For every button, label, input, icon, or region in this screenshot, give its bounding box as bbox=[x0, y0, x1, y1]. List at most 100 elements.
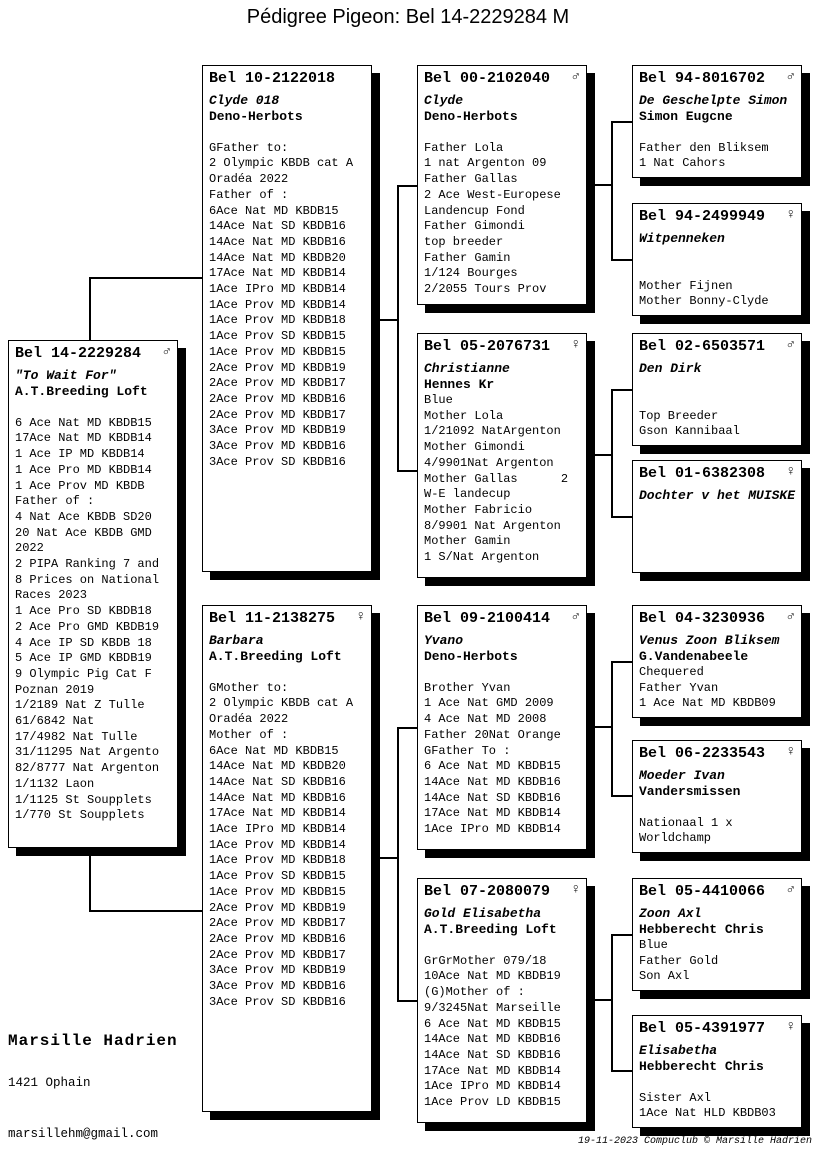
connector-line bbox=[611, 121, 613, 261]
pigeon-details: Sister Axl 1Ace Nat HLD KBDB03 bbox=[639, 1090, 776, 1121]
ring-number: Bel 05-2076731 bbox=[424, 338, 551, 355]
connector-line bbox=[611, 389, 613, 518]
pedigree-box-great-grandfather-mm: Bel 05-4410066 ♂ Zoon Axl Hebberecht Chri… bbox=[632, 878, 802, 991]
pigeon-name: Yvano bbox=[424, 633, 464, 648]
pigeon-details: GMother to: 2 Olympic KBDB cat A Oradéa … bbox=[209, 680, 354, 1009]
male-symbol-icon: ♂ bbox=[162, 344, 171, 360]
pigeon-name: Barbara bbox=[209, 633, 264, 648]
connector-line bbox=[397, 727, 417, 729]
connector-line bbox=[397, 185, 399, 472]
ring-number: Bel 05-4391977 bbox=[639, 1020, 766, 1037]
connector-line bbox=[595, 726, 613, 728]
pigeon-name: Gold Elisabetha bbox=[424, 906, 542, 921]
connector-line bbox=[380, 319, 398, 321]
connector-line bbox=[611, 516, 632, 518]
connector-line bbox=[611, 259, 632, 261]
connector-line bbox=[89, 910, 202, 912]
connector-line bbox=[380, 857, 398, 859]
ring-number: Bel 11-2138275 bbox=[209, 610, 336, 627]
footer-credit: 19-11-2023 Compuclub © Marsille Hadrien bbox=[577, 1136, 812, 1147]
connector-line bbox=[397, 185, 417, 187]
pigeon-details: Brother Yvan 1 Ace Nat GMD 2009 4 Ace Na… bbox=[424, 680, 561, 837]
pedigree-box-father: Bel 10-2122018 Clyde 018 Deno-Herbots GF… bbox=[202, 65, 372, 572]
loft-name: A.T.Breeding Loft bbox=[15, 384, 148, 399]
pigeon-name: Venus Zoon Bliksem bbox=[639, 633, 780, 648]
pigeon-name: De Geschelpte Simon bbox=[639, 93, 788, 108]
female-symbol-icon: ♀ bbox=[786, 1019, 795, 1035]
pedigree-box-grandmother-maternal: Bel 07-2080079 ♀ Gold Elisabetha A.T.Bree… bbox=[417, 878, 587, 1123]
pedigree-box-subject: Bel 14-2229284 ♂ "To Wait For" A.T.Breedi… bbox=[8, 340, 178, 848]
loft-name: G.Vandenabeele bbox=[639, 649, 749, 664]
pigeon-name: Moeder Ivan bbox=[639, 768, 725, 783]
female-symbol-icon: ♀ bbox=[786, 744, 795, 760]
pigeon-name: "To Wait For" bbox=[15, 368, 117, 383]
connector-line bbox=[611, 795, 632, 797]
loft-name bbox=[639, 247, 795, 263]
loft-name bbox=[639, 377, 795, 393]
connector-line bbox=[397, 1000, 417, 1002]
owner-email: marsillehm@gmail.com bbox=[8, 1127, 159, 1141]
pedigree-box-great-grandfather-mf: Bel 04-3230936 ♂ Venus Zoon Bliksem G.Van… bbox=[632, 605, 802, 718]
connector-line bbox=[611, 934, 613, 1072]
pigeon-name: Christianne bbox=[424, 361, 510, 376]
pedigree-box-great-grandfather-ff: Bel 94-8016702 ♂ De Geschelpte Simon Simo… bbox=[632, 65, 802, 178]
pigeon-details: Blue Father Gold Son Axl bbox=[639, 938, 719, 984]
male-symbol-icon: ♂ bbox=[786, 609, 795, 625]
male-symbol-icon: ♂ bbox=[786, 69, 795, 85]
loft-name: Hennes Kr bbox=[424, 377, 495, 392]
ring-number: Bel 04-3230936 bbox=[639, 610, 766, 627]
pigeon-name: Clyde bbox=[424, 93, 464, 108]
pigeon-name: Dochter v het MUISKE bbox=[639, 488, 796, 503]
loft-name: A.T.Breeding Loft bbox=[209, 649, 342, 664]
pigeon-name: Clyde 018 bbox=[209, 93, 280, 108]
ring-number: Bel 02-6503571 bbox=[639, 338, 766, 355]
connector-line bbox=[611, 661, 613, 797]
male-symbol-icon: ♂ bbox=[786, 882, 795, 898]
pedigree-box-great-grandmother-ff: Bel 94-2499949 ♀ Witpenneken Mother Fijne… bbox=[632, 203, 802, 316]
loft-name: Hebberecht Chris bbox=[639, 922, 764, 937]
loft-name: Vandersmissen bbox=[639, 784, 741, 799]
connector-line bbox=[89, 850, 91, 912]
pigeon-details: Father Lola 1 nat Argenton 09 Father Gal… bbox=[424, 140, 561, 297]
loft-name: Deno-Herbots bbox=[209, 109, 303, 124]
connector-line bbox=[595, 184, 613, 186]
connector-line bbox=[397, 470, 417, 472]
owner-address: 1421 Ophain bbox=[8, 1076, 91, 1090]
pigeon-details: Top Breeder Gson Kannibaal bbox=[639, 408, 740, 439]
female-symbol-icon: ♀ bbox=[571, 882, 580, 898]
connector-line bbox=[611, 934, 632, 936]
connector-line bbox=[89, 277, 91, 340]
loft-name: Deno-Herbots bbox=[424, 109, 518, 124]
pigeon-details: Chequered Father Yvan 1 Ace Nat MD KBDB0… bbox=[639, 665, 776, 711]
owner-name: Marsille Hadrien bbox=[8, 1032, 178, 1050]
pedigree-box-grandmother-paternal: Bel 05-2076731 ♀ Christianne Hennes Kr Bl… bbox=[417, 333, 587, 578]
ring-number: Bel 09-2100414 bbox=[424, 610, 551, 627]
pigeon-details: Blue Mother Lola 1/21092 NatArgenton Mot… bbox=[424, 393, 569, 565]
connector-line bbox=[89, 277, 202, 279]
pigeon-details: GFather to: 2 Olympic KBDB cat A Oradéa … bbox=[209, 140, 354, 469]
pedigree-box-mother: Bel 11-2138275 ♀ Barbara A.T.Breeding Lof… bbox=[202, 605, 372, 1112]
ring-number: Bel 06-2233543 bbox=[639, 745, 766, 762]
pigeon-details: Father den Bliksem 1 Nat Cahors bbox=[639, 140, 769, 171]
connector-line bbox=[595, 999, 613, 1001]
pedigree-box-grandfather-paternal: Bel 00-2102040 ♂ Clyde Deno-Herbots Fathe… bbox=[417, 65, 587, 305]
loft-name: Simon Eugcne bbox=[639, 109, 733, 124]
connector-line bbox=[611, 661, 632, 663]
pigeon-name: Den Dirk bbox=[639, 361, 702, 376]
loft-name: A.T.Breeding Loft bbox=[424, 922, 557, 937]
pigeon-details: 6 Ace Nat MD KBDB15 17Ace Nat MD KBDB14 … bbox=[15, 415, 160, 823]
female-symbol-icon: ♀ bbox=[356, 609, 365, 625]
female-symbol-icon: ♀ bbox=[786, 464, 795, 480]
pigeon-name: Elisabetha bbox=[639, 1043, 718, 1058]
female-symbol-icon: ♀ bbox=[786, 207, 795, 223]
ring-number: Bel 07-2080079 bbox=[424, 883, 551, 900]
male-symbol-icon: ♂ bbox=[571, 69, 580, 85]
pigeon-name: Zoon Axl bbox=[639, 906, 702, 921]
connector-line bbox=[611, 389, 632, 391]
loft-name bbox=[639, 504, 795, 520]
ring-number: Bel 01-6382308 bbox=[639, 465, 766, 482]
ring-number: Bel 00-2102040 bbox=[424, 70, 551, 87]
male-symbol-icon: ♂ bbox=[571, 609, 580, 625]
pedigree-box-great-grandmother-mf: Bel 06-2233543 ♀ Moeder Ivan Vandersmisse… bbox=[632, 740, 802, 853]
ring-number: Bel 94-8016702 bbox=[639, 70, 766, 87]
